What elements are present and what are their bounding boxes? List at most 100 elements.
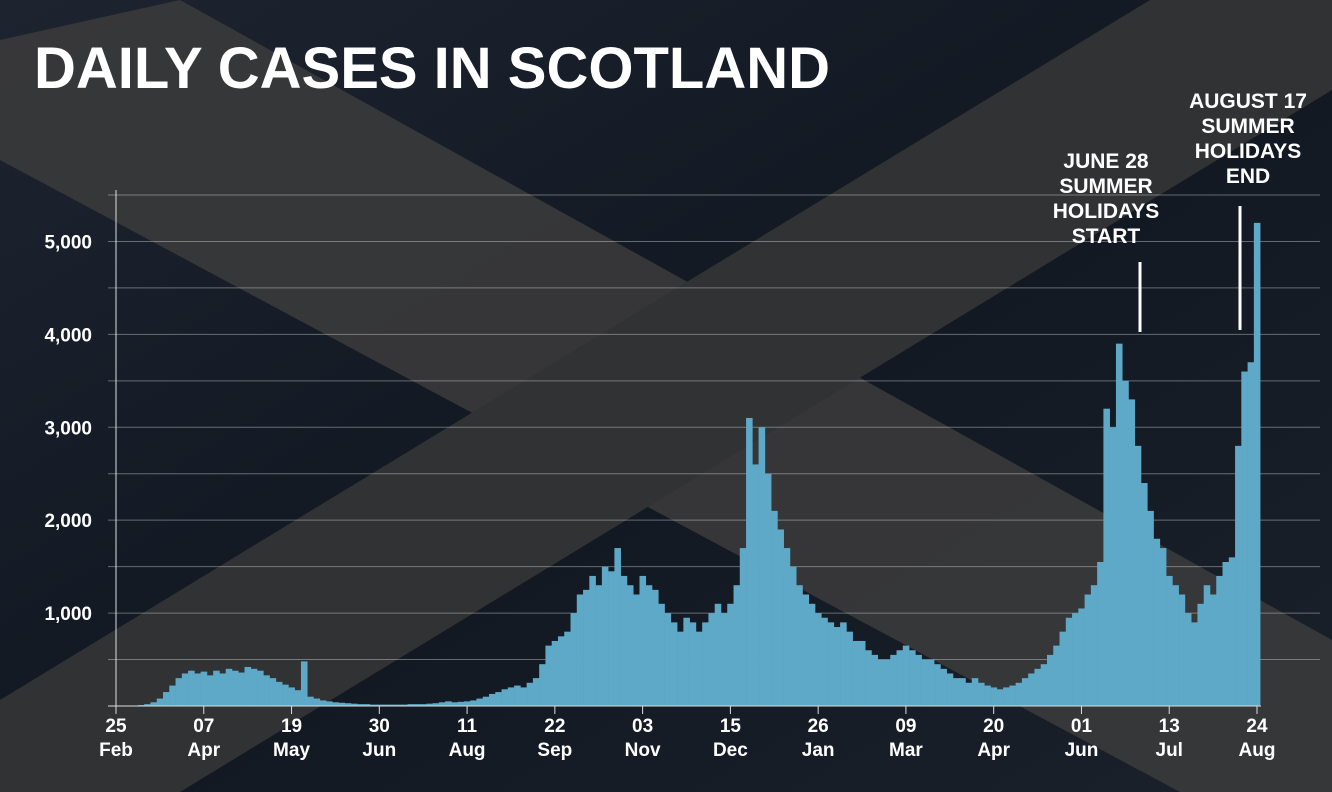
bar	[307, 696, 314, 706]
bar	[1122, 380, 1129, 706]
x-tick-label: 13 Jul	[1156, 716, 1183, 761]
bar	[263, 675, 270, 706]
bar	[432, 703, 440, 706]
bar	[495, 692, 502, 706]
bar	[1191, 622, 1198, 706]
bar	[225, 668, 233, 706]
bar	[670, 622, 678, 706]
annotation: SUMMER	[1201, 115, 1294, 138]
bar	[313, 698, 321, 706]
bar	[833, 627, 841, 706]
bar	[476, 698, 484, 706]
bar	[1046, 654, 1054, 706]
bar	[1197, 603, 1205, 706]
bar	[351, 703, 358, 706]
bar	[934, 664, 941, 706]
bar	[771, 510, 778, 706]
bar	[583, 589, 590, 706]
bar	[1059, 631, 1067, 706]
bar	[752, 464, 759, 706]
bar	[746, 417, 753, 706]
bar	[959, 678, 966, 706]
bar	[965, 682, 973, 706]
bar	[946, 673, 954, 706]
bar	[557, 636, 565, 706]
y-tick-label: 5,000	[44, 232, 92, 253]
bar	[482, 696, 490, 706]
x-tick-label: 15 Dec	[713, 716, 748, 761]
bar	[595, 585, 603, 706]
x-tick-label: 30 Jun	[362, 716, 396, 761]
bar	[1003, 687, 1010, 706]
bar	[194, 673, 201, 706]
bar	[539, 664, 546, 706]
bar	[1034, 668, 1042, 706]
bar	[927, 659, 935, 706]
bar	[1097, 561, 1104, 706]
bar	[257, 670, 264, 706]
bar	[601, 566, 609, 706]
bar	[407, 704, 415, 706]
bar	[1109, 427, 1117, 706]
y-tick-label: 4,000	[44, 325, 92, 346]
bar	[1015, 682, 1023, 706]
bar	[294, 690, 302, 706]
bar	[1241, 371, 1248, 706]
bar	[1103, 408, 1110, 706]
bar	[990, 687, 998, 706]
bar	[463, 701, 471, 706]
bar	[438, 702, 446, 706]
bar	[827, 622, 835, 706]
bar	[188, 670, 195, 706]
bar	[369, 704, 377, 706]
bar	[394, 704, 402, 706]
bar	[1134, 445, 1142, 706]
annotation: AUGUST 17	[1189, 90, 1307, 113]
annotation: SUMMER	[1059, 175, 1152, 198]
bar	[507, 687, 515, 706]
bar	[545, 645, 553, 706]
bar	[589, 575, 596, 706]
chart-title: DAILY CASES IN SCOTLAND	[34, 36, 830, 101]
bar	[169, 685, 176, 706]
annotation: START	[1072, 225, 1141, 248]
bar	[714, 603, 722, 706]
bar	[890, 654, 897, 706]
bar	[564, 631, 571, 706]
bar	[244, 666, 252, 706]
bar	[213, 670, 220, 706]
bar	[1078, 608, 1085, 706]
x-tick-label: 01 Jun	[1065, 716, 1099, 761]
bar	[921, 659, 929, 706]
bar	[840, 622, 847, 706]
annotation: HOLIDAYS	[1053, 200, 1160, 223]
bar	[720, 613, 728, 706]
bar	[319, 700, 327, 706]
bar	[1247, 362, 1255, 706]
bar	[1159, 548, 1167, 706]
bar	[1184, 613, 1192, 706]
bar	[1141, 483, 1148, 706]
bar	[338, 702, 346, 706]
bar	[821, 617, 828, 706]
bar	[326, 701, 333, 706]
bar	[677, 631, 684, 706]
annotation: END	[1226, 165, 1270, 188]
bar	[1178, 594, 1186, 706]
bar	[150, 702, 158, 706]
x-tick-label: 09 Mar	[889, 716, 923, 761]
bar	[269, 678, 277, 706]
bar	[1084, 594, 1092, 706]
bar	[451, 702, 458, 706]
bar	[633, 594, 640, 706]
bar	[470, 700, 477, 706]
y-tick-label: 3,000	[44, 418, 92, 439]
x-tick-label: 19 May	[273, 716, 310, 761]
bar	[1153, 538, 1161, 706]
bar	[1147, 510, 1154, 706]
bar	[695, 631, 703, 706]
bar	[915, 654, 922, 706]
bar	[846, 631, 853, 706]
bar	[275, 681, 283, 706]
x-tick-label: 26 Jan	[802, 716, 835, 761]
